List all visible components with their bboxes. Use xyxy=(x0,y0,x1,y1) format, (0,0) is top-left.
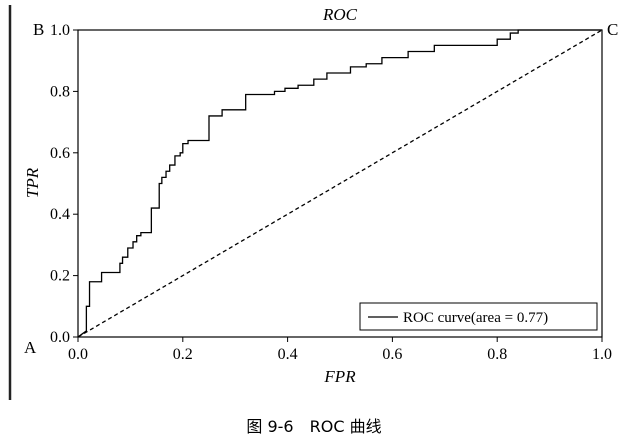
figure-caption: 图 9-6 ROC 曲线 xyxy=(246,417,381,436)
y-tick-label: 0.2 xyxy=(50,268,70,285)
legend-label: ROC curve(area = 0.77) xyxy=(403,310,548,326)
x-tick-label: 0.4 xyxy=(278,346,298,363)
chance-diagonal-line xyxy=(77,29,603,338)
x-tick-label: 1.0 xyxy=(592,346,612,363)
x-axis-label: FPR xyxy=(323,367,356,386)
y-tick-label: 0.4 xyxy=(50,206,70,223)
y-tick-label: 1.0 xyxy=(50,22,70,39)
y-axis-label: TPR xyxy=(23,167,42,198)
legend: ROC curve(area = 0.77) xyxy=(359,302,598,331)
chart-title: ROC xyxy=(322,5,358,24)
corner-label-b: B xyxy=(33,20,44,39)
series-layer xyxy=(77,29,603,338)
x-tick-label: 0.2 xyxy=(173,346,193,363)
corner-label-c: C xyxy=(607,20,618,39)
x-tick-label: 0.0 xyxy=(68,346,88,363)
roc-curve-line xyxy=(77,29,602,338)
legend-box xyxy=(359,302,598,331)
plot-frame xyxy=(77,29,603,338)
y-tick-label: 0.8 xyxy=(50,83,70,100)
x-tick-label: 0.8 xyxy=(487,346,507,363)
y-tick-label: 0.0 xyxy=(50,329,70,346)
x-tick-label: 0.6 xyxy=(382,346,402,363)
y-tick-label: 0.6 xyxy=(50,145,70,162)
corner-label-a: A xyxy=(24,338,37,357)
axis-ticks: 0.0 0.2 0.4 0.6 0.8 1.0 0.0 0.2 0.4 0.6 0.8 1.0 xyxy=(50,22,612,363)
